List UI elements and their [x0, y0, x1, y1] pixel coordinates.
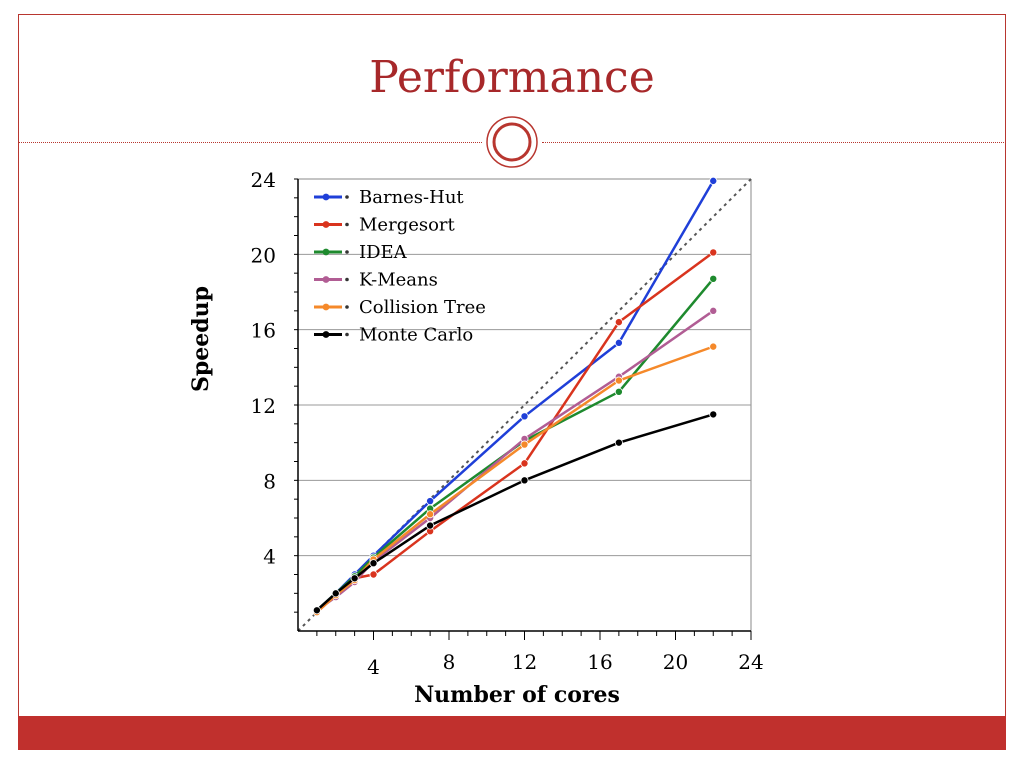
data-point-barnes-hut [614, 338, 623, 347]
footer-bar [18, 716, 1006, 750]
legend-label-barnes-hut: Barnes-Hut [359, 187, 464, 208]
x-tick-label: 4 [367, 655, 380, 679]
data-point-monte-carlo [614, 438, 623, 447]
x-tick-label: 20 [663, 650, 688, 674]
circle-ornament-icon [486, 116, 538, 168]
slide-title: Performance [369, 52, 655, 103]
x-axis-label: Number of cores [414, 682, 620, 708]
title-divider-left [18, 142, 482, 143]
y-tick-label: 4 [263, 545, 276, 569]
legend-swatch-dot-collision-tree [345, 305, 349, 309]
legend-swatch-marker-monte-carlo [322, 331, 330, 338]
y-tick-label: 16 [251, 319, 276, 343]
data-point-idea [614, 387, 623, 396]
data-point-barnes-hut [426, 497, 435, 506]
legend-label-mergesort: Mergesort [359, 215, 456, 236]
legend-label-collision-tree: Collision Tree [359, 297, 486, 318]
data-point-mergesort [709, 248, 718, 257]
x-tick-label: 8 [443, 650, 456, 674]
x-tick-label: 12 [512, 650, 537, 674]
title-divider-right [542, 142, 1006, 143]
y-tick-label: 12 [251, 394, 276, 418]
data-point-monte-carlo [312, 606, 321, 615]
x-tick-label: 24 [738, 650, 763, 674]
y-tick-label: 24 [251, 168, 276, 192]
data-point-monte-carlo [520, 476, 529, 485]
data-point-collision-tree [614, 376, 623, 385]
y-tick-label: 20 [251, 243, 276, 267]
legend-swatch-dot-barnes-hut [345, 195, 349, 199]
legend-swatch-marker-mergesort [322, 221, 330, 228]
x-tick-label: 16 [587, 650, 612, 674]
y-axis-label: Speedup [188, 285, 214, 392]
data-point-monte-carlo [709, 410, 718, 419]
legend-swatch-marker-collision-tree [322, 303, 330, 311]
legend-swatch-marker-barnes-hut [322, 193, 330, 201]
legend-swatch-dot-idea [345, 250, 349, 254]
data-point-mergesort [520, 459, 529, 468]
legend-label-monte-carlo: Monte Carlo [359, 325, 473, 346]
data-point-monte-carlo [350, 574, 359, 583]
data-point-barnes-hut [709, 176, 718, 185]
legend-swatch-dot-mergesort [345, 222, 349, 227]
legend-label-idea: IDEA [359, 242, 408, 263]
data-point-monte-carlo [331, 589, 340, 598]
data-point-collision-tree [520, 440, 529, 449]
data-point-monte-carlo [369, 559, 378, 568]
data-point-barnes-hut [520, 412, 529, 421]
y-tick-label: 8 [263, 469, 276, 493]
legend-swatch-dot-monte-carlo [345, 332, 349, 337]
legend-swatch-marker-k-means [322, 276, 330, 283]
legend-label-k-means: K-Means [359, 270, 438, 291]
series-line-monte-carlo [316, 413, 714, 612]
data-point-monte-carlo [426, 521, 435, 530]
data-point-collision-tree [709, 342, 718, 351]
data-point-k-means [709, 306, 718, 315]
data-point-mergesort [369, 570, 378, 579]
data-point-mergesort [614, 318, 623, 327]
legend-swatch-dot-k-means [345, 277, 349, 282]
legend-swatch-marker-idea [322, 248, 330, 256]
data-point-idea [709, 274, 718, 283]
data-point-collision-tree [426, 510, 435, 519]
